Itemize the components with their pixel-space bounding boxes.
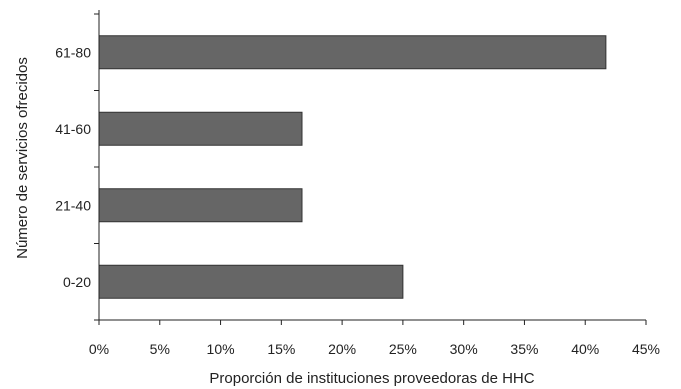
y-tick-label: 0-20 (63, 274, 91, 290)
y-tick-label: 61-80 (55, 44, 91, 60)
x-tick-label: 30% (450, 341, 478, 357)
x-axis: 0% 5% 10% 15% 20% 25% 30% 35% 40% 45% (89, 319, 660, 357)
x-axis-title: Proporción de instituciones proveedoras … (209, 370, 534, 387)
x-tick-label: 10% (207, 341, 235, 357)
x-tick-label: 5% (150, 341, 170, 357)
x-tick-label: 20% (328, 341, 356, 357)
x-tick-label: 45% (632, 341, 660, 357)
bars-group (98, 35, 607, 299)
bar-21-40 (98, 188, 303, 223)
bar-0-20 (98, 264, 404, 299)
y-axis-title: Número de servicios ofrecidos (14, 57, 31, 259)
y-axis: 0-20 21-40 41-60 61-80 (55, 10, 100, 321)
y-tick-label: 21-40 (55, 197, 91, 213)
x-tick-label: 35% (510, 341, 538, 357)
x-tick-label: 0% (89, 341, 109, 357)
x-tick-label: 15% (267, 341, 295, 357)
y-tick-label: 41-60 (55, 121, 91, 137)
x-tick-label: 25% (389, 341, 417, 357)
x-tick-label: 40% (571, 341, 599, 357)
bar-61-80 (98, 35, 607, 70)
bar-41-60 (98, 111, 303, 146)
